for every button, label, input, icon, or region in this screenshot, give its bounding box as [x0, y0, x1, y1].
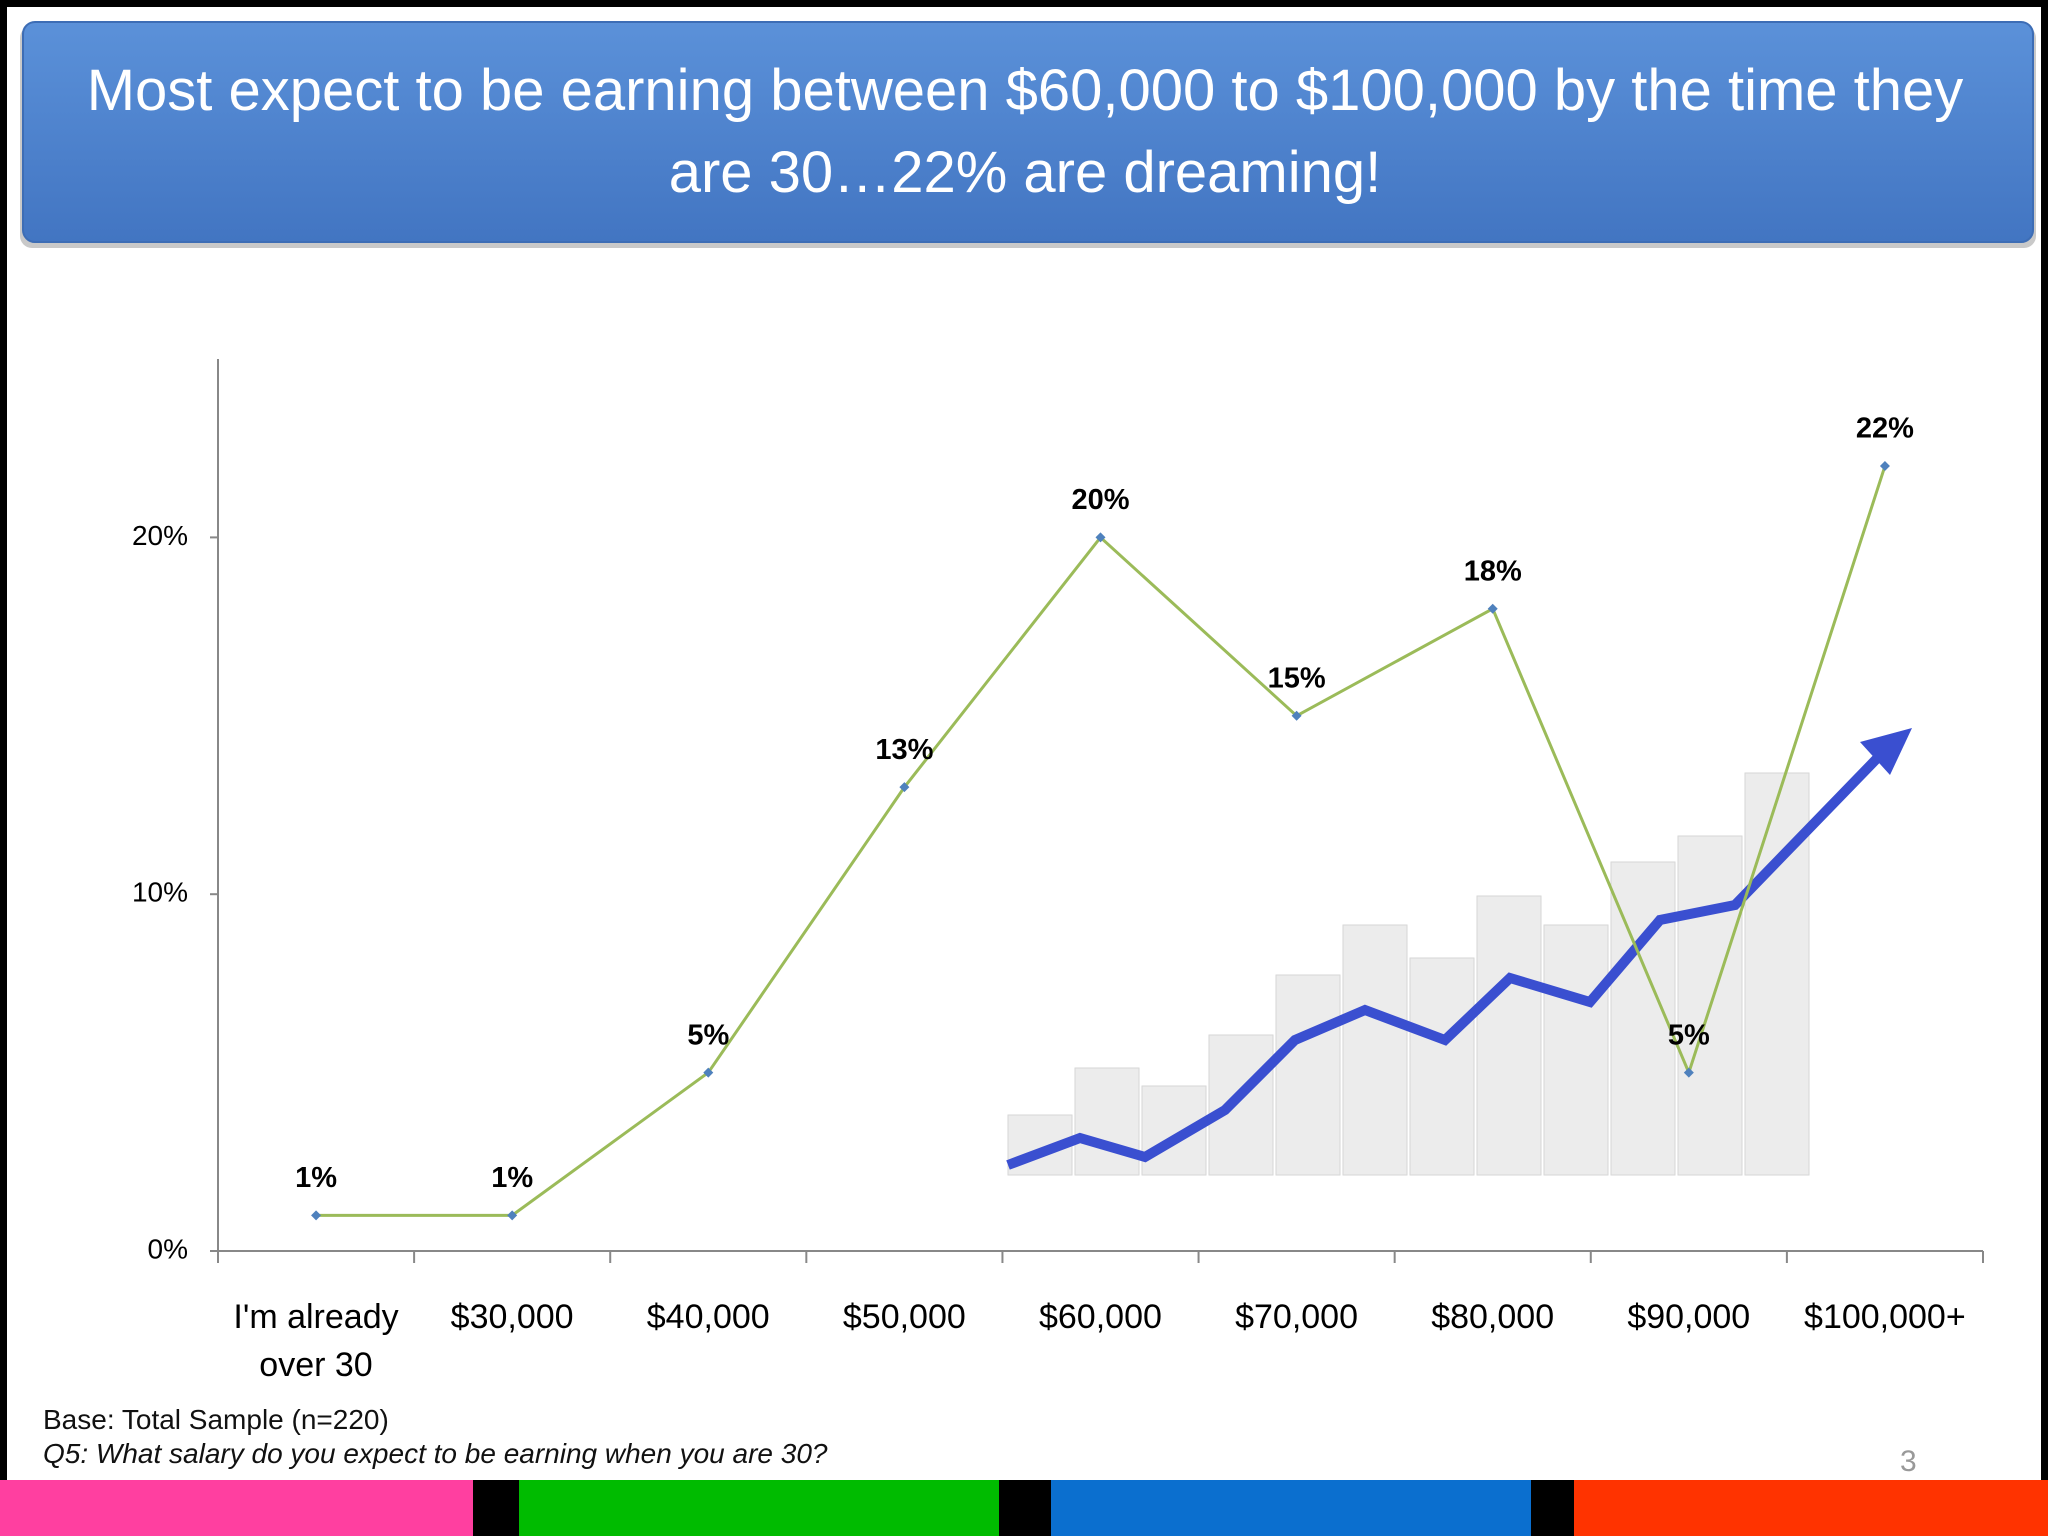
data-label: 1% — [491, 1162, 533, 1194]
data-label: 1% — [295, 1162, 337, 1194]
data-marker — [507, 1210, 518, 1221]
data-marker — [311, 1210, 322, 1221]
slide-title: Most expect to be earning between $60,00… — [86, 58, 1964, 205]
data-label: 13% — [875, 734, 933, 766]
data-label: 18% — [1464, 555, 1522, 587]
decor-graphic — [1007, 772, 1810, 1176]
x-tick-label: I'm already over 30 — [233, 1298, 399, 1384]
x-tick-label: $50,000 — [842, 1298, 966, 1336]
data-marker — [1879, 461, 1890, 472]
x-tick-label: $60,000 — [1038, 1298, 1162, 1336]
x-tick-label: $40,000 — [646, 1298, 770, 1336]
x-tick-label: $30,000 — [450, 1298, 574, 1336]
footer-bar-pink — [0, 1480, 473, 1536]
decor-arrow — [1006, 741, 1894, 1170]
data-marker — [1095, 532, 1106, 543]
x-tick-label: $90,000 — [1627, 1298, 1751, 1336]
data-label: 20% — [1071, 484, 1129, 516]
data-marker — [899, 782, 910, 793]
x-tick-label: $70,000 — [1235, 1298, 1358, 1336]
footer-bar-blue — [1051, 1480, 1531, 1536]
data-label: 15% — [1268, 662, 1326, 694]
page-number: 3 — [1900, 1445, 1917, 1478]
footer-bar-black — [473, 1480, 519, 1536]
footer-bar-black — [1531, 1480, 1574, 1536]
y-tick-label: 20% — [132, 520, 188, 551]
data-marker — [1683, 1067, 1694, 1078]
base-note: Base: Total Sample (n=220) — [43, 1404, 389, 1435]
footer-bar-green — [519, 1480, 999, 1536]
data-marker — [1487, 603, 1498, 614]
data-marker — [1291, 710, 1302, 721]
data-label: 22% — [1856, 413, 1914, 445]
data-label: 5% — [1668, 1019, 1710, 1051]
footer-bar-red — [1574, 1480, 2048, 1536]
header-box — [22, 21, 2034, 243]
footer-bar-black — [999, 1480, 1051, 1536]
decor-arrowhead — [1860, 728, 1912, 775]
question-note: Q5: What salary do you expect to be earn… — [43, 1438, 828, 1469]
data-marker — [703, 1067, 714, 1078]
y-tick-label: 0% — [148, 1233, 188, 1264]
y-tick-label: 10% — [132, 877, 188, 908]
data-label: 5% — [687, 1019, 729, 1051]
x-tick-label: $80,000 — [1431, 1298, 1555, 1336]
x-tick-label: $100,000+ — [1804, 1298, 1966, 1336]
